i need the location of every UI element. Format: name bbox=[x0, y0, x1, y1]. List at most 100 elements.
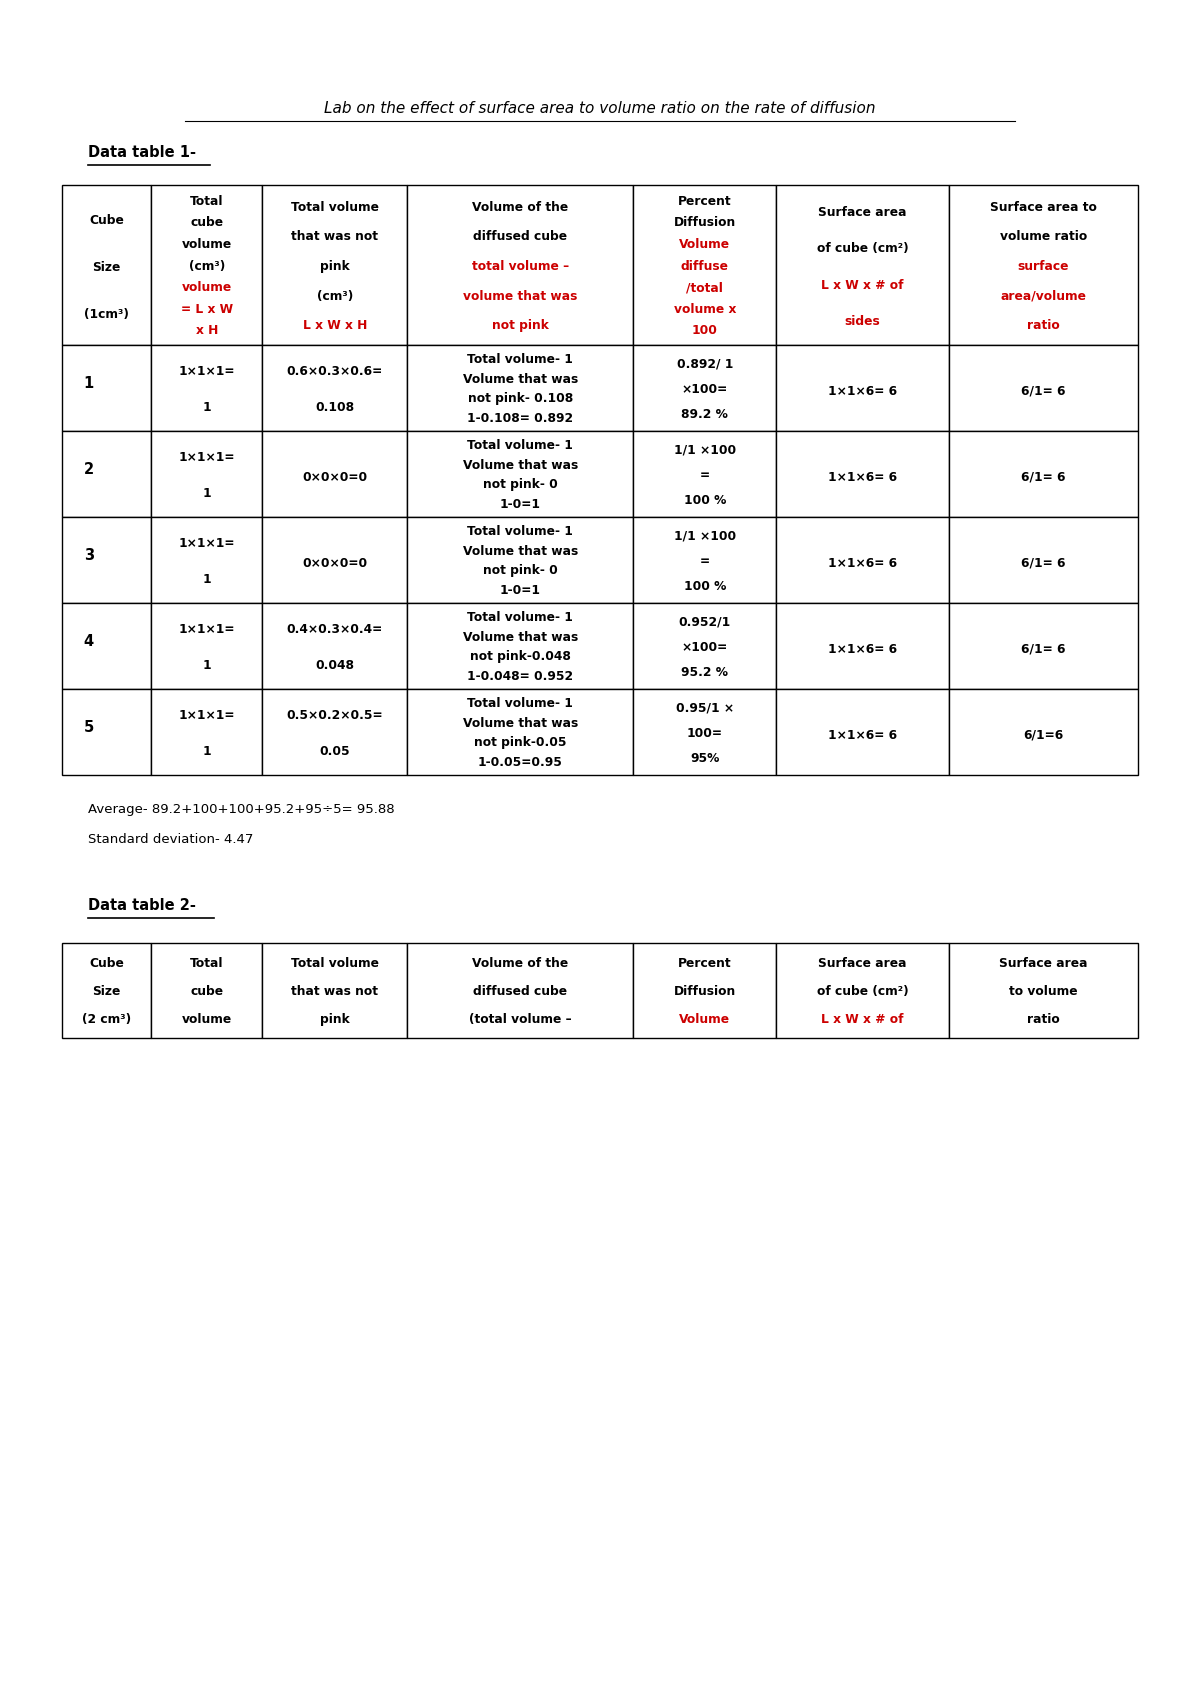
Text: Average- 89.2+100+100+95.2+95÷5= 95.88: Average- 89.2+100+100+95.2+95÷5= 95.88 bbox=[88, 803, 395, 817]
Bar bbox=[151, 185, 262, 345]
Bar bbox=[407, 942, 634, 1037]
Text: 0.108: 0.108 bbox=[316, 401, 354, 414]
Text: pink: pink bbox=[320, 260, 349, 273]
Text: 1: 1 bbox=[203, 401, 211, 414]
Text: ×100=: ×100= bbox=[682, 640, 728, 654]
Text: L x W x H: L x W x H bbox=[302, 319, 367, 333]
Text: Size: Size bbox=[92, 985, 121, 998]
Text: L x W x # of: L x W x # of bbox=[821, 1014, 904, 1026]
Text: 100 %: 100 % bbox=[684, 494, 726, 508]
Text: Cube: Cube bbox=[89, 214, 124, 228]
Text: cube: cube bbox=[190, 985, 223, 998]
Bar bbox=[949, 603, 1138, 689]
Text: pink: pink bbox=[320, 1014, 349, 1026]
Text: Volume that was: Volume that was bbox=[463, 630, 578, 644]
Text: 6/1= 6: 6/1= 6 bbox=[1021, 384, 1066, 397]
Bar bbox=[776, 689, 949, 774]
Text: Volume: Volume bbox=[679, 238, 731, 251]
Text: 0.95/1 ×: 0.95/1 × bbox=[676, 701, 734, 715]
Bar bbox=[949, 185, 1138, 345]
Bar bbox=[262, 185, 407, 345]
Text: Total volume: Total volume bbox=[290, 200, 379, 214]
Bar bbox=[634, 431, 776, 516]
Text: 1×1×1=: 1×1×1= bbox=[179, 710, 235, 722]
Text: ratio: ratio bbox=[1027, 319, 1060, 333]
Text: 6/1= 6: 6/1= 6 bbox=[1021, 642, 1066, 655]
Text: 1-0.05=0.95: 1-0.05=0.95 bbox=[478, 756, 563, 769]
Text: Volume that was: Volume that was bbox=[463, 458, 578, 472]
Text: =: = bbox=[700, 555, 710, 567]
Text: Total: Total bbox=[190, 958, 223, 971]
Text: ratio: ratio bbox=[1027, 1014, 1060, 1026]
Text: Surface area to: Surface area to bbox=[990, 200, 1097, 214]
Text: (2 cm³): (2 cm³) bbox=[82, 1014, 131, 1026]
Bar bbox=[949, 431, 1138, 516]
Text: 89.2 %: 89.2 % bbox=[682, 408, 728, 421]
Text: diffuse: diffuse bbox=[680, 260, 728, 273]
Text: of cube (cm²): of cube (cm²) bbox=[817, 243, 908, 255]
Text: 0.5×0.2×0.5=: 0.5×0.2×0.5= bbox=[287, 710, 383, 722]
Text: Diffusion: Diffusion bbox=[673, 985, 736, 998]
Text: 4: 4 bbox=[84, 633, 94, 649]
Text: 1×1×1=: 1×1×1= bbox=[179, 623, 235, 637]
Text: Percent: Percent bbox=[678, 958, 732, 971]
Text: (1cm³): (1cm³) bbox=[84, 307, 130, 321]
Bar bbox=[262, 689, 407, 774]
Text: Data table 1-: Data table 1- bbox=[88, 144, 196, 160]
Text: 6/1= 6: 6/1= 6 bbox=[1021, 557, 1066, 569]
Text: 1-0.108= 0.892: 1-0.108= 0.892 bbox=[467, 413, 574, 424]
Text: L x W x # of: L x W x # of bbox=[821, 278, 904, 292]
Text: Diffusion: Diffusion bbox=[673, 216, 736, 229]
Text: surface: surface bbox=[1018, 260, 1069, 273]
Text: 0.05: 0.05 bbox=[319, 745, 350, 759]
Text: 100: 100 bbox=[692, 324, 718, 338]
Text: 1×1×1=: 1×1×1= bbox=[179, 365, 235, 379]
Bar bbox=[776, 603, 949, 689]
Bar bbox=[634, 689, 776, 774]
Text: Standard deviation- 4.47: Standard deviation- 4.47 bbox=[88, 834, 253, 846]
Bar bbox=[949, 516, 1138, 603]
Text: 1: 1 bbox=[84, 377, 94, 391]
Bar bbox=[262, 431, 407, 516]
Bar bbox=[62, 942, 151, 1037]
Text: Data table 2-: Data table 2- bbox=[88, 898, 196, 912]
Text: 3: 3 bbox=[84, 548, 94, 564]
Text: =: = bbox=[700, 469, 710, 482]
Bar bbox=[62, 603, 151, 689]
Bar bbox=[262, 942, 407, 1037]
Text: 1×1×6= 6: 1×1×6= 6 bbox=[828, 728, 898, 742]
Text: sides: sides bbox=[845, 314, 881, 328]
Text: 0.4×0.3×0.4=: 0.4×0.3×0.4= bbox=[287, 623, 383, 637]
Text: 1×1×6= 6: 1×1×6= 6 bbox=[828, 557, 898, 569]
Bar bbox=[776, 345, 949, 431]
Text: 100 %: 100 % bbox=[684, 581, 726, 593]
Bar bbox=[949, 942, 1138, 1037]
Text: 2: 2 bbox=[84, 462, 94, 477]
Text: 1-0=1: 1-0=1 bbox=[500, 584, 541, 596]
Text: 1: 1 bbox=[203, 745, 211, 759]
Bar bbox=[62, 516, 151, 603]
Text: not pink- 0.108: not pink- 0.108 bbox=[468, 392, 574, 406]
Bar bbox=[776, 516, 949, 603]
Text: (cm³): (cm³) bbox=[317, 290, 353, 302]
Bar bbox=[62, 689, 151, 774]
Text: not pink- 0: not pink- 0 bbox=[484, 564, 558, 577]
Bar bbox=[634, 516, 776, 603]
Text: 95%: 95% bbox=[690, 752, 720, 766]
Bar bbox=[634, 942, 776, 1037]
Text: 1×1×1=: 1×1×1= bbox=[179, 452, 235, 464]
Text: volume ratio: volume ratio bbox=[1000, 231, 1087, 243]
Text: 5: 5 bbox=[84, 720, 94, 735]
Text: not pink-0.05: not pink-0.05 bbox=[474, 737, 566, 749]
Bar bbox=[151, 942, 262, 1037]
Text: (total volume –: (total volume – bbox=[469, 1014, 571, 1026]
Bar bbox=[62, 431, 151, 516]
Text: Surface area: Surface area bbox=[1000, 958, 1087, 971]
Bar bbox=[949, 689, 1138, 774]
Text: Volume of the: Volume of the bbox=[473, 200, 569, 214]
Text: Total volume- 1: Total volume- 1 bbox=[468, 611, 574, 625]
Text: Surface area: Surface area bbox=[818, 958, 907, 971]
Bar bbox=[151, 431, 262, 516]
Text: (cm³): (cm³) bbox=[188, 260, 224, 273]
Text: diffused cube: diffused cube bbox=[473, 231, 568, 243]
